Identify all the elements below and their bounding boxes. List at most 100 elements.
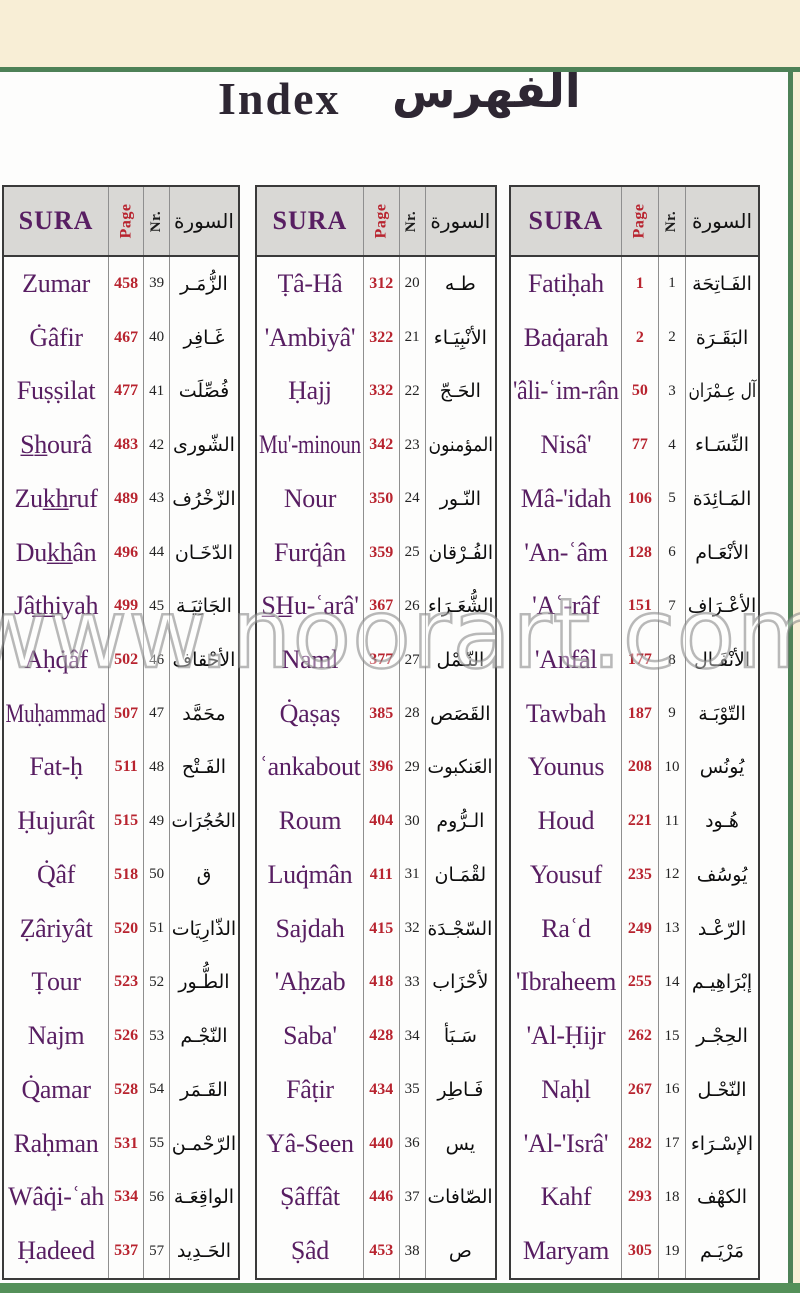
page-number-cell: 377 [362, 633, 399, 687]
header-arabic-label: السورة [424, 187, 495, 255]
sura-number-text: 52 [149, 973, 165, 990]
sura-number-cell: 41 [143, 364, 169, 419]
sura-arabic-text: لقْمَـان [434, 863, 487, 886]
sura-number-text: 55 [149, 1135, 165, 1152]
sura-name-text: Ḥajj [288, 376, 332, 406]
sura-arabic-cell: النّـمْل [424, 633, 495, 687]
sura-row: Jât̲h̲iyah 499 45 الجَاثِيَـة [4, 579, 238, 634]
sura-name-text: Muḥammad [5, 698, 107, 728]
sura-number-text: 49 [149, 812, 165, 829]
sura-number-text: 7 [668, 597, 676, 614]
sura-arabic-cell: الأنْعَـام [685, 525, 758, 580]
sura-name-cell: Ḥujurât [4, 794, 108, 848]
page-number-cell: 528 [108, 1063, 143, 1117]
sura-arabic-cell: الفَـاتِحَة [685, 257, 758, 311]
sura-arabic-text: غَـافِر [183, 326, 225, 349]
sura-number-cell: 48 [143, 740, 169, 795]
sura-row: Ṭâ-Hâ 312 20 طـه [257, 257, 495, 311]
sura-row: Ḥadeed 537 57 الحَـدِيد [4, 1224, 238, 1278]
sura-arabic-text: الدّخَـان [174, 541, 234, 564]
sura-name-cell: Kahf [511, 1170, 621, 1224]
sura-number-cell: 50 [143, 848, 169, 902]
page-number-cell: 489 [108, 471, 143, 526]
page-number-text: 350 [369, 489, 394, 507]
sura-row: S̲H̲u-ʿarâ' 367 26 الشُّعَـرَاء [257, 579, 495, 634]
table-header: SURA Page Nr. السورة [257, 187, 495, 257]
sura-arabic-cell: ص [424, 1224, 495, 1278]
sura-arabic-text: ق [196, 863, 212, 886]
sura-name-text: 'An-ʿâm [524, 537, 608, 567]
sura-number-cell: 49 [143, 794, 169, 849]
sura-row: Mu'-minoun 342 23 المؤمنون [257, 418, 495, 472]
sura-name-cell: S̲H̲u-ʿarâ' [257, 579, 363, 633]
page-number-cell: 1 [620, 257, 658, 311]
header-page-text: Page [372, 203, 390, 239]
sura-row: 'Aʿ-râf 151 7 الأعْـرَاف [511, 579, 758, 634]
sura-name-text: S̲H̲u-ʿarâ' [261, 591, 359, 621]
sura-row: Fuṣṣilat 477 41 فُصِّلَت [4, 364, 238, 419]
page-number-cell: 106 [620, 471, 658, 526]
sura-name-text: Sajdah [275, 913, 345, 943]
sura-number-text: 29 [404, 758, 420, 775]
page-number-text: 518 [114, 865, 139, 883]
page-number-text: 528 [114, 1080, 139, 1098]
sura-name-text: Younus [527, 752, 605, 782]
page-number-cell: 262 [620, 1009, 658, 1064]
sura-name-text: Ṣâd [290, 1236, 329, 1266]
page-number-cell: 249 [620, 901, 658, 956]
header-nr-text: Nr. [148, 210, 165, 232]
sura-name-cell: 'An-ʿâm [511, 526, 621, 580]
sura-row: Zumar 458 39 الزُّمَـر [4, 257, 238, 311]
page-number-cell: 411 [362, 848, 399, 902]
sura-number-cell: 26 [398, 579, 425, 634]
sura-name-text: Baq̇arah [523, 322, 609, 352]
sura-name-text: Fuṣṣilat [16, 376, 96, 406]
sura-arabic-cell: لقْمَـان [424, 848, 495, 902]
sura-number-cell: 6 [657, 525, 685, 580]
sura-row: Duk̲h̲ân 496 44 الدّخَـان [4, 525, 238, 580]
sura-row: Furq̇ân 359 25 الفُـرْقان [257, 525, 495, 580]
sura-number-cell: 22 [398, 364, 425, 419]
sura-arabic-cell: الزُّمَـر [168, 257, 238, 311]
sura-name-cell: 'âli-ʿim-rân [511, 364, 621, 418]
page-number-text: 477 [114, 382, 139, 400]
sura-number-text: 50 [149, 866, 165, 883]
header-page-label: Page [620, 187, 658, 255]
sura-number-text: 54 [149, 1081, 165, 1098]
sura-number-cell: 54 [143, 1063, 169, 1117]
sura-row: Younus 208 10 يُونُس [511, 740, 758, 795]
sura-number-cell: 42 [143, 418, 169, 472]
page-number-cell: 499 [108, 579, 143, 634]
sura-row: 'Aḥzab 418 33 لأحْزَاب [257, 955, 495, 1010]
sura-arabic-cell: غَـافِر [168, 310, 238, 365]
sura-arabic-text: النّجْـم [180, 1025, 228, 1048]
page-number-cell: 534 [108, 1170, 143, 1225]
sura-arabic-text: النّـمْل [436, 649, 485, 671]
sura-name-cell: Younus [511, 741, 621, 795]
page-number-cell: 477 [108, 364, 143, 419]
page-number-text: 483 [114, 436, 139, 454]
sura-arabic-text: الجَاثِيَـة [176, 595, 232, 618]
table-header: SURA Page Nr. السورة [511, 187, 758, 257]
sura-number-cell: 55 [143, 1116, 169, 1171]
page-number-text: 523 [114, 973, 139, 991]
sura-name-text: Fat-ḥ [29, 752, 83, 782]
sura-arabic-text: الزّخْرُف [172, 487, 236, 510]
sura-arabic-text: الحِجْـر [696, 1025, 748, 1048]
sura-number-cell: 25 [398, 525, 425, 580]
sura-arabic-cell: النِّسَـاء [685, 418, 758, 472]
sura-number-text: 43 [149, 490, 165, 507]
sura-row: Mâ-'idah 106 5 المَـائِدَة [511, 471, 758, 526]
header-sura-label: SURA [272, 206, 348, 235]
page-number-text: 515 [114, 812, 139, 830]
page-number-text: 520 [114, 919, 139, 937]
sura-number-cell: 40 [143, 310, 169, 365]
sura-arabic-text: القَـمَر [180, 1078, 228, 1101]
page-number-text: 235 [627, 865, 652, 883]
header-page-label: Page [362, 187, 399, 255]
sura-row: Ḥajj 332 22 الحَـجّ [257, 364, 495, 419]
page-number-text: 77 [631, 436, 648, 454]
page-number-text: 332 [369, 382, 394, 400]
sura-name-text: Naḥl [541, 1074, 591, 1104]
page-number-cell: 187 [620, 686, 658, 741]
